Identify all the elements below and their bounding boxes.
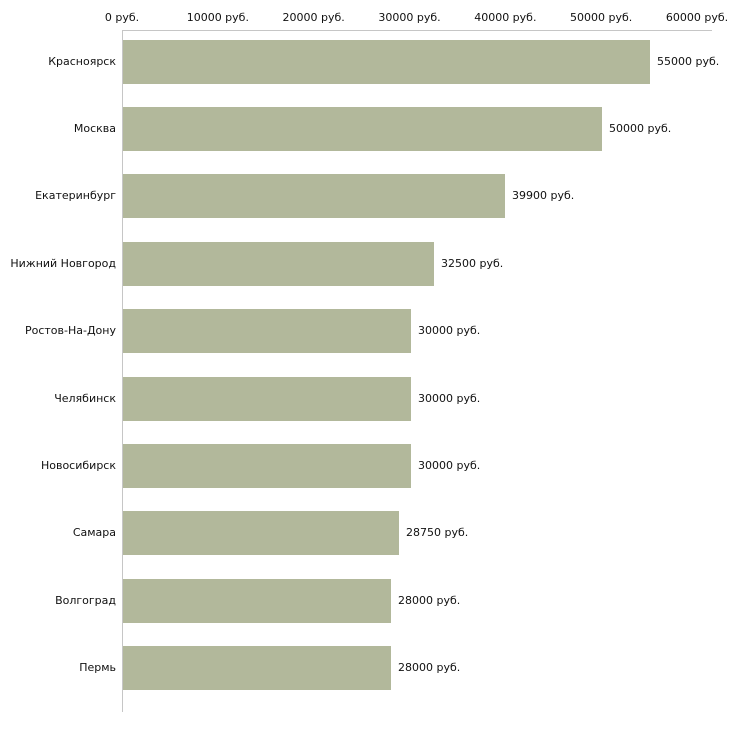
- bar-row: Екатеринбург 39900 руб.: [0, 174, 730, 219]
- bar-row: Пермь 28000 руб.: [0, 646, 730, 691]
- bar-row: Нижний Новгород 32500 руб.: [0, 241, 730, 286]
- bar-row: Красноярск 55000 руб.: [0, 39, 730, 84]
- category-label: Нижний Новгород: [10, 256, 116, 270]
- bar-row: Волгоград 28000 руб.: [0, 578, 730, 623]
- bar-row: Новосибирск 30000 руб.: [0, 443, 730, 488]
- category-label: Екатеринбург: [35, 189, 116, 203]
- bar: [123, 241, 434, 286]
- bar-row: Ростов-На-Дону 30000 руб.: [0, 309, 730, 354]
- bar: [123, 443, 411, 488]
- value-label: 28000 руб.: [398, 661, 461, 675]
- y-axis-line: [122, 30, 123, 712]
- x-axis-tick-label: 0 руб.: [104, 11, 140, 24]
- category-label: Пермь: [79, 661, 116, 675]
- value-label: 30000 руб.: [418, 391, 481, 405]
- x-axis-tick-label: 50000 руб.: [570, 11, 633, 24]
- bar-row: Челябинск 30000 руб.: [0, 376, 730, 421]
- bar: [123, 646, 391, 691]
- bar: [123, 309, 411, 354]
- bar: [123, 578, 391, 623]
- bar-row: Москва 50000 руб.: [0, 106, 730, 151]
- value-label: 50000 руб.: [609, 121, 672, 135]
- value-label: 55000 руб.: [657, 54, 720, 68]
- x-axis-tick-label: 10000 руб.: [186, 11, 249, 24]
- x-axis-tick-label: 20000 руб.: [282, 11, 345, 24]
- x-axis-tick-label: 40000 руб.: [474, 11, 537, 24]
- category-label: Москва: [73, 121, 116, 135]
- category-label: Новосибирск: [40, 458, 116, 472]
- value-label: 28000 руб.: [398, 593, 461, 607]
- x-axis-line: [122, 30, 712, 31]
- bar-row: Самара 28750 руб.: [0, 511, 730, 556]
- bar: [123, 39, 650, 84]
- bar: [123, 174, 505, 219]
- value-label: 30000 руб.: [418, 324, 481, 338]
- value-label: 32500 руб.: [441, 256, 504, 270]
- value-label: 39900 руб.: [512, 189, 575, 203]
- x-axis-tick-label: 30000 руб.: [378, 11, 441, 24]
- x-axis-tick-label: 60000 руб.: [665, 11, 729, 24]
- category-label: Волгоград: [55, 593, 116, 607]
- category-label: Самара: [72, 526, 116, 540]
- category-label: Челябинск: [54, 391, 116, 405]
- value-label: 28750 руб.: [406, 526, 469, 540]
- bar: [123, 511, 399, 556]
- bar: [123, 376, 411, 421]
- category-label: Красноярск: [48, 54, 116, 68]
- value-label: 30000 руб.: [418, 458, 481, 472]
- category-label: Ростов-На-Дону: [24, 324, 116, 338]
- bar: [123, 106, 602, 151]
